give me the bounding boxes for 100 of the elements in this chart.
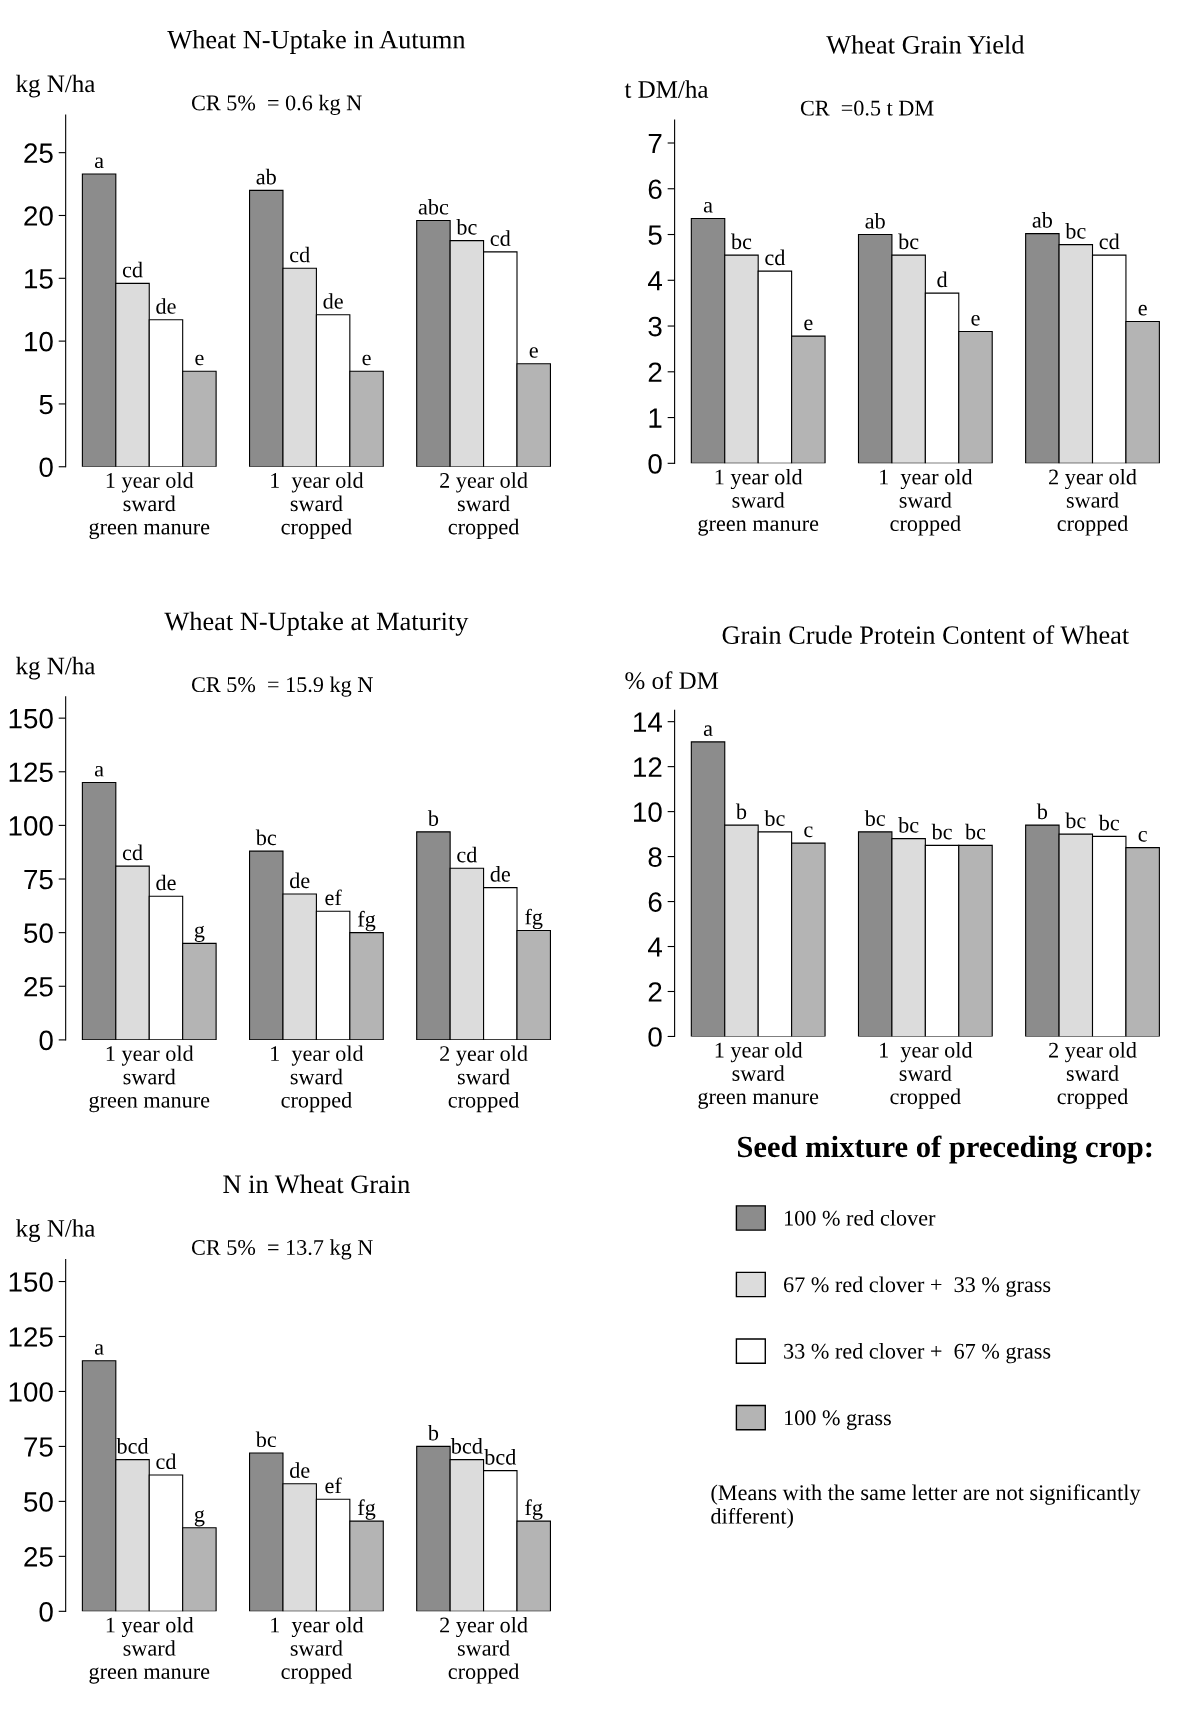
data-label: bc (931, 823, 952, 840)
y-axis-title: kg N/ha (16, 74, 96, 98)
x-tick-label: 2 year old sward cropped (440, 472, 528, 539)
data-label: de (490, 866, 510, 882)
data-label: bc (898, 817, 919, 833)
data-label: bcd (484, 1449, 517, 1465)
text: CR =0.5 t DM (800, 100, 934, 116)
y-tick-label: 2 (648, 982, 662, 1002)
y-tick-label: 100 (9, 816, 53, 836)
data-label: bc (255, 1431, 277, 1448)
data-label: b (427, 1424, 439, 1441)
data-label: de (290, 1462, 310, 1478)
data-label: de (323, 293, 343, 309)
data-label: a (94, 157, 104, 169)
data-label: e (362, 354, 371, 366)
data-label: de (290, 872, 310, 889)
y-tick-label: 5 (39, 394, 53, 415)
data-label: fg (525, 908, 543, 930)
chart-title: Wheat N-Uptake at Maturity (164, 611, 469, 636)
data-label: cd (156, 1453, 177, 1470)
data-label: ab (256, 168, 276, 185)
legend-label: 100 % grass (785, 1410, 891, 1430)
x-tick-label: 1 year old sward cropped (271, 1616, 364, 1684)
chart-title: Wheat N-Uptake in Autumn (167, 29, 466, 54)
y-tick-label: 4 (648, 937, 662, 957)
data-label: ab (865, 212, 885, 229)
data-label: g (194, 1510, 205, 1527)
y-tick-label: 150 (9, 708, 53, 729)
data-label: g (194, 925, 205, 942)
text: CR 5% = 13.7 kg N (191, 1239, 373, 1260)
data-label: a (703, 725, 713, 736)
data-label: a (94, 765, 104, 777)
x-tick-label: 1 year old sward green manure (89, 472, 210, 540)
text: CR 5% = 0.6 kg N (191, 94, 362, 115)
data-label: e (195, 354, 204, 366)
data-label: abc (418, 198, 449, 215)
y-tick-label: 100 (9, 1382, 53, 1402)
y-tick-label: 75 (24, 1437, 53, 1457)
data-label: cd (490, 230, 511, 247)
y-axis-title: % of DM (625, 671, 719, 690)
data-label: ef (325, 1477, 342, 1494)
y-tick-label: 50 (24, 923, 53, 943)
y-tick-label: 0 (39, 457, 53, 478)
x-tick-label: 2 year old sward cropped (440, 1045, 528, 1113)
data-label: a (94, 1344, 104, 1355)
data-label: bc (764, 810, 785, 826)
data-label: fg (525, 1499, 543, 1520)
x-tick-label: 1 year old sward cropped (271, 1045, 364, 1113)
x-tick-label: 2 year old sward cropped (1049, 468, 1137, 536)
y-tick-label: 25 (24, 1547, 53, 1567)
data-label: b (1036, 803, 1048, 820)
chart-title: Wheat Grain Yield (826, 35, 1025, 54)
data-label: fg (357, 910, 376, 932)
data-label: cd (122, 844, 143, 861)
y-tick-label: 0 (648, 453, 662, 474)
y-tick-label: 0 (39, 1601, 53, 1622)
y-tick-label: 3 (648, 316, 662, 337)
data-label: de (156, 298, 176, 314)
legend-label: 33 % red clover + 67 % grass (784, 1343, 1051, 1364)
legend-label: 67 % red clover + 33 % grass (784, 1276, 1051, 1297)
data-label: bc (1065, 223, 1086, 239)
data-label: bc (255, 829, 277, 846)
data-label: a (703, 201, 713, 213)
y-tick-label: 12 (634, 757, 662, 777)
y-tick-label: 8 (648, 847, 662, 867)
data-label: ef (325, 889, 342, 906)
y-tick-label: 10 (634, 802, 662, 822)
data-label: bc (730, 233, 752, 250)
x-tick-label: 1 year old sward green manure (89, 1616, 210, 1684)
y-tick-label: 14 (634, 712, 662, 732)
data-label: cd (290, 246, 310, 263)
data-label: bc (864, 810, 886, 826)
y-tick-label: 1 (649, 408, 662, 428)
y-tick-label: 50 (24, 1492, 53, 1512)
legend-title: Seed mixture of preceding crop: (738, 1135, 1152, 1164)
data-label: cd (457, 846, 478, 863)
y-tick-label: 0 (648, 1027, 662, 1047)
y-tick-label: 4 (648, 271, 662, 291)
data-label: cd (765, 249, 786, 266)
data-label: bc (898, 233, 919, 250)
x-tick-label: 1 year old sward cropped (880, 1042, 973, 1109)
data-label: ab (1032, 212, 1052, 228)
data-label: bc (456, 219, 477, 235)
data-label: cd (1099, 233, 1120, 250)
annotation: CR 5% = 15.9 kg N (191, 676, 373, 697)
chart-title: N in Wheat Grain (223, 1174, 410, 1194)
y-tick-label: 75 (24, 869, 53, 890)
x-tick-label: 1 year old sward cropped (271, 472, 364, 539)
y-tick-label: 15 (25, 269, 53, 289)
y-tick-label: 6 (648, 179, 662, 200)
y-tick-label: 125 (9, 762, 53, 783)
y-tick-label: 25 (24, 143, 53, 163)
y-tick-label: 10 (25, 331, 53, 352)
data-label: e (971, 314, 980, 326)
y-tick-label: 2 (648, 362, 662, 382)
y-tick-label: 20 (24, 206, 53, 226)
text: (Means with the same letter are not significantly different) (711, 1484, 1141, 1529)
data-label: cd (122, 261, 143, 278)
data-label: c (1138, 830, 1147, 842)
data-label: b (735, 803, 747, 820)
